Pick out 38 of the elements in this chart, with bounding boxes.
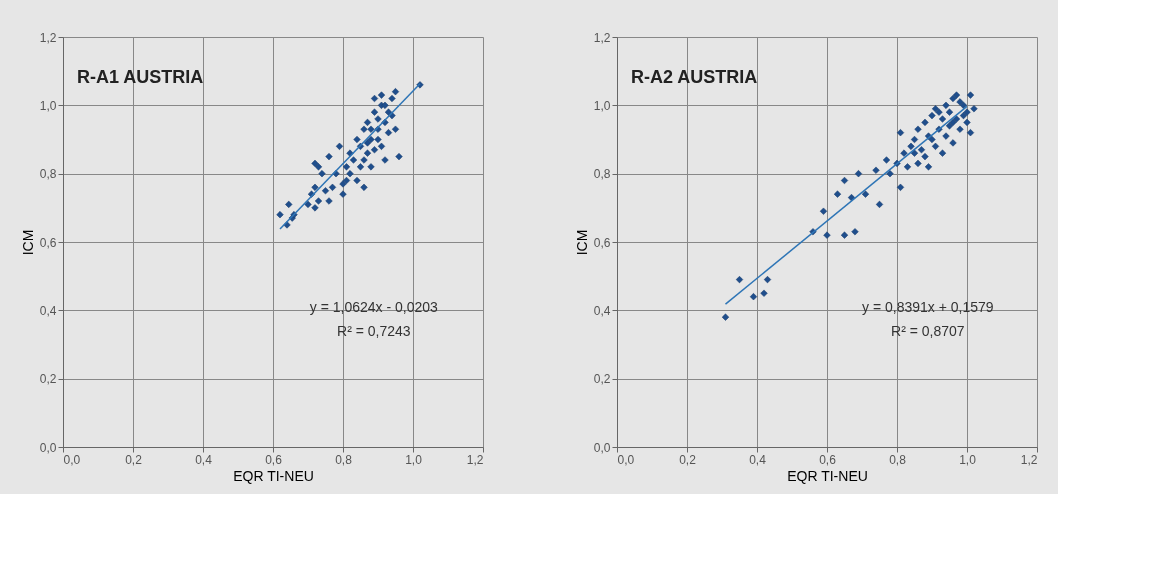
annotation: y = 0,8391x + 0,1579 — [862, 299, 994, 316]
y-tick-label: 1,0 — [39, 98, 57, 113]
y-tick-label: 1,2 — [593, 30, 611, 45]
y-tick-label: 1,2 — [39, 30, 57, 45]
x-tick-label: 0,6 — [819, 452, 837, 467]
text: R-A2 AUSTRIA — [631, 67, 758, 87]
x-tick-label: 1,2 — [466, 452, 484, 467]
y-tick-label: 0,4 — [39, 303, 57, 318]
x-tick-label: 0,2 — [125, 452, 143, 467]
annotation: R² = 0,7243 — [337, 323, 411, 340]
x-tick-label: 0,6 — [265, 452, 283, 467]
y-tick-label: 0,6 — [39, 235, 57, 250]
y-axis-title: ICM — [19, 229, 36, 256]
y-tick-label: 0,8 — [39, 167, 57, 182]
x-tick-label: 0,2 — [679, 452, 697, 467]
annotation: y = 1,0624x - 0,0203 — [309, 299, 439, 316]
text: R-A1 AUSTRIA — [77, 67, 204, 87]
x-tick-label: 1,2 — [1020, 452, 1038, 467]
x-tick-label: 1,0 — [405, 452, 423, 467]
x-tick-label: 0,4 — [195, 452, 213, 467]
x-tick-label: 0,0 — [63, 452, 81, 467]
y-tick-label: 0,0 — [593, 440, 611, 455]
x-tick-label: 0,8 — [335, 452, 353, 467]
y-tick-label: 0,4 — [593, 303, 611, 318]
y-tick-label: 1,0 — [593, 98, 611, 113]
x-axis-title: EQR TI-NEU — [233, 467, 314, 484]
x-axis-title: EQR TI-NEU — [787, 467, 868, 484]
x-tick-label: 0,0 — [617, 452, 635, 467]
y-tick-label: 0,8 — [593, 167, 611, 182]
y-tick-label: 0,6 — [593, 235, 611, 250]
annotation: R² = 0,8707 — [891, 323, 965, 340]
x-tick-label: 0,8 — [889, 452, 907, 467]
x-tick-label: 0,4 — [749, 452, 767, 467]
x-tick-label: 1,0 — [959, 452, 977, 467]
y-tick-label: 0,2 — [39, 372, 57, 387]
y-tick-label: 0,0 — [39, 440, 57, 455]
y-tick-label: 0,2 — [593, 372, 611, 387]
y-axis-title: ICM — [573, 229, 590, 256]
